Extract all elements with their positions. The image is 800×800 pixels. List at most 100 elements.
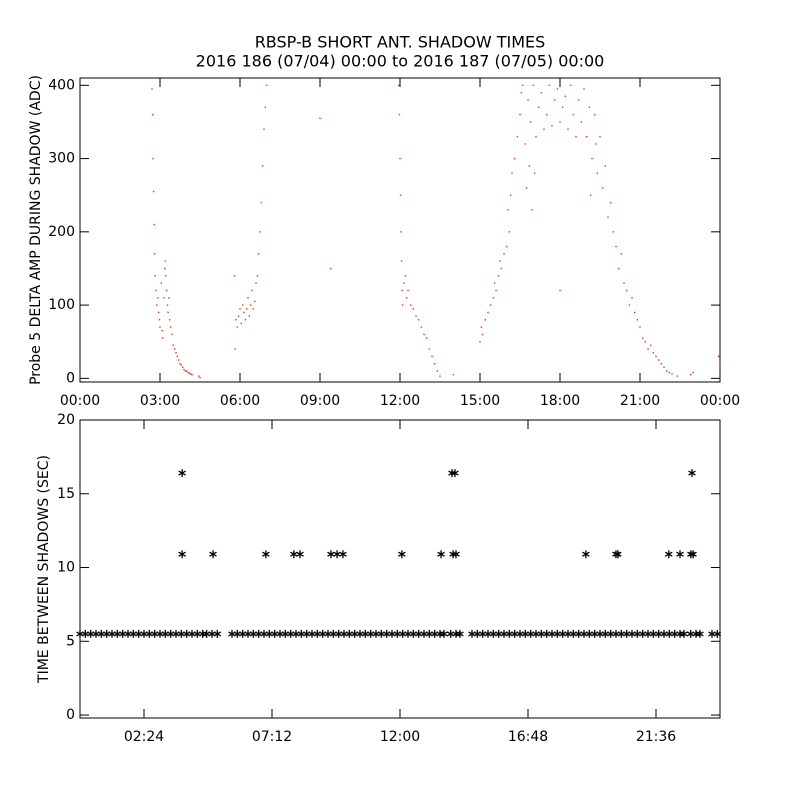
data-point [405, 297, 408, 299]
data-point [407, 289, 409, 292]
data-point [564, 95, 567, 98]
y-tick-label: 20 [57, 412, 75, 428]
data-point [585, 135, 588, 138]
data-point [265, 84, 268, 87]
data-point [676, 375, 679, 377]
data-point [154, 275, 156, 277]
data-point [401, 289, 403, 292]
data-point [500, 267, 503, 270]
data-point [625, 289, 628, 292]
x-tick-label: 02:24 [124, 729, 164, 745]
data-point [234, 348, 236, 350]
data-point [187, 371, 189, 374]
data-point [516, 135, 519, 138]
data-point [657, 359, 660, 361]
data-point [533, 172, 536, 174]
data-point [155, 289, 157, 292]
data-point [582, 550, 590, 559]
data-point [545, 113, 548, 116]
data-point [420, 326, 423, 328]
data-point [529, 121, 532, 123]
data-point [696, 629, 704, 638]
x-tick-label: 06:00 [220, 393, 260, 409]
x-tick-label: 21:00 [620, 393, 660, 409]
data-point [262, 550, 270, 559]
data-point [159, 326, 161, 328]
x-tick-label: 12:00 [380, 729, 420, 745]
data-point [171, 333, 173, 336]
data-point [164, 260, 167, 262]
data-point [259, 231, 261, 233]
data-point [575, 135, 577, 138]
data-point [689, 373, 692, 376]
data-point [183, 368, 185, 371]
data-point [164, 267, 166, 270]
data-point [168, 319, 171, 321]
chart-subtitle: 2016 186 (07/04) 00:00 to 2016 187 (07/0… [196, 52, 605, 71]
data-point [241, 304, 244, 306]
data-point [156, 304, 158, 306]
data-point [680, 629, 688, 638]
y-tick-label: 5 [66, 633, 75, 649]
data-point [177, 359, 180, 361]
data-point [612, 231, 615, 233]
data-point [167, 311, 169, 314]
y-tick-label: 10 [57, 560, 75, 576]
data-point [487, 311, 489, 314]
data-point [296, 550, 304, 559]
data-point [583, 88, 585, 90]
data-point [527, 99, 529, 101]
data-point [652, 351, 655, 354]
data-point [641, 337, 644, 339]
data-point [404, 275, 407, 277]
data-point [543, 128, 545, 130]
y-tick-label: 300 [48, 151, 75, 167]
data-point [591, 157, 593, 160]
data-point [184, 370, 187, 372]
data-point [260, 201, 263, 204]
data-point [503, 253, 505, 255]
y-tick-label: 0 [66, 707, 75, 723]
y-tick-label: 400 [48, 77, 75, 93]
data-point [261, 165, 264, 167]
data-point [507, 209, 509, 211]
data-point [513, 157, 516, 160]
y-axis-label: TIME BETWEEN SHADOWS (SEC) [36, 455, 52, 684]
data-point [636, 319, 639, 321]
data-point [593, 113, 596, 116]
data-point [235, 319, 237, 321]
data-point [535, 135, 537, 138]
data-point [633, 311, 636, 314]
data-point [596, 172, 599, 174]
data-point [151, 113, 154, 116]
data-point [173, 348, 176, 350]
data-point [188, 372, 191, 374]
data-point [719, 362, 721, 365]
data-point [644, 341, 647, 343]
data-point [604, 165, 607, 167]
data-point [233, 275, 236, 277]
data-point [663, 366, 665, 369]
data-point [440, 629, 448, 638]
data-point [567, 128, 569, 130]
data-point [256, 275, 259, 277]
data-point [499, 260, 501, 262]
data-point [431, 355, 433, 358]
data-point [327, 550, 335, 559]
data-point [175, 351, 177, 354]
data-point [489, 304, 492, 306]
data-point [398, 550, 406, 559]
data-point [676, 550, 684, 559]
data-point [479, 341, 481, 343]
data-point [423, 333, 425, 336]
data-point [660, 362, 663, 365]
data-point [400, 231, 402, 233]
data-point [436, 370, 439, 372]
data-point [520, 91, 523, 94]
data-point [339, 550, 347, 559]
y-tick-label: 0 [66, 370, 75, 386]
data-point [237, 315, 240, 317]
data-point [668, 371, 671, 374]
